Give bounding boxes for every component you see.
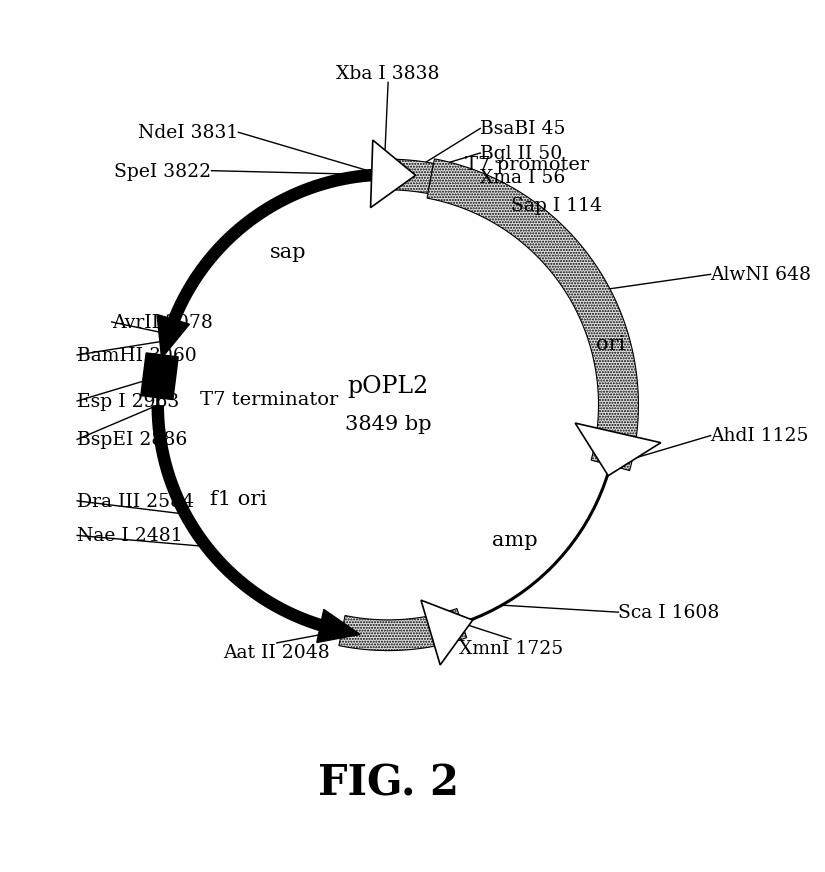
Polygon shape: [421, 601, 472, 665]
Polygon shape: [157, 315, 189, 358]
Text: ori: ori: [596, 335, 625, 353]
Polygon shape: [141, 353, 178, 400]
Text: pOPL2: pOPL2: [347, 375, 428, 398]
Polygon shape: [338, 609, 466, 651]
Text: AlwNI 648: AlwNI 648: [710, 266, 811, 284]
Polygon shape: [574, 424, 660, 476]
Text: Aat II 2048: Aat II 2048: [223, 644, 330, 661]
Text: T7 promoter: T7 promoter: [464, 156, 588, 174]
Text: Sap I 114: Sap I 114: [511, 197, 601, 215]
Polygon shape: [384, 160, 433, 194]
Text: Dra III 2584: Dra III 2584: [77, 492, 194, 510]
Polygon shape: [317, 610, 360, 643]
Text: BsaBI 45: BsaBI 45: [479, 120, 565, 138]
Polygon shape: [427, 160, 638, 471]
Text: FIG. 2: FIG. 2: [318, 762, 458, 804]
Text: AhdI 1125: AhdI 1125: [710, 427, 808, 445]
Polygon shape: [370, 140, 415, 208]
Text: sap: sap: [270, 242, 306, 262]
Text: Nae I 2481: Nae I 2481: [77, 527, 182, 545]
Text: f1 ori: f1 ori: [210, 489, 266, 508]
Text: AvrII 3078: AvrII 3078: [111, 313, 212, 331]
Text: 3849 bp: 3849 bp: [344, 415, 431, 434]
Text: XmnI 1725: XmnI 1725: [458, 639, 563, 657]
Text: BspEI 2886: BspEI 2886: [77, 431, 187, 449]
Text: Esp I 2963: Esp I 2963: [77, 392, 179, 411]
Text: Xma I 56: Xma I 56: [479, 169, 565, 187]
Text: Sca I 1608: Sca I 1608: [618, 603, 719, 622]
Text: amp: amp: [492, 530, 537, 549]
Text: BamHI 3060: BamHI 3060: [77, 346, 196, 364]
Text: Bgl II 50: Bgl II 50: [479, 145, 562, 163]
Text: T7 terminator: T7 terminator: [200, 390, 337, 408]
Text: NdeI 3831: NdeI 3831: [138, 124, 238, 142]
Text: Xba I 3838: Xba I 3838: [336, 65, 440, 83]
Text: SpeI 3822: SpeI 3822: [114, 162, 211, 181]
